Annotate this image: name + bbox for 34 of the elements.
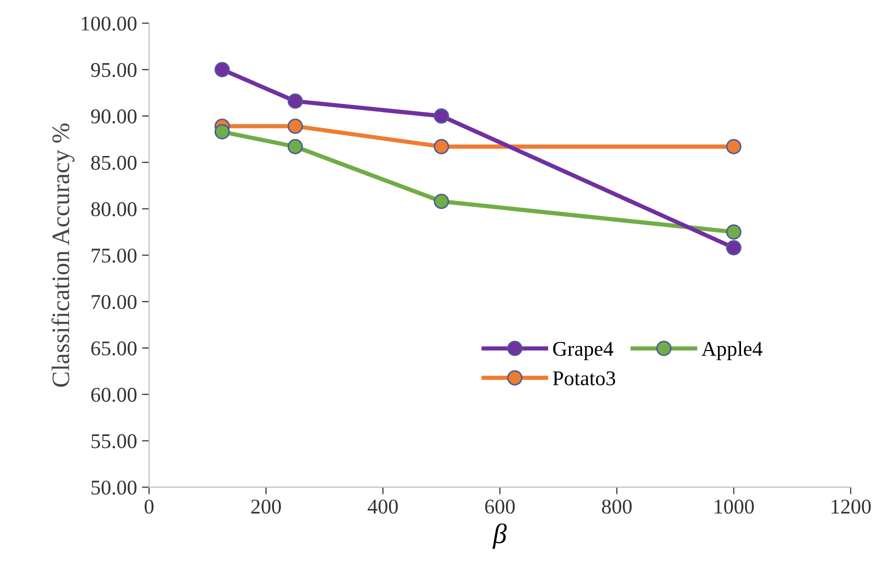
point [214, 124, 230, 140]
point [434, 108, 450, 124]
x-tick-label: 1200 [832, 500, 871, 514]
point [434, 194, 450, 210]
y-tick-label: 70.00 [92, 294, 136, 310]
legend-label: Grape4 [553, 342, 614, 360]
point [726, 240, 742, 256]
x-tick-label: 1000 [714, 500, 754, 514]
point [726, 224, 742, 240]
y-tick-label: 90.00 [91, 109, 136, 124]
point [434, 138, 450, 154]
x-tick-label: 800 [602, 500, 632, 514]
point [288, 118, 303, 134]
y-tick-label: 65.00 [91, 341, 136, 356]
x-tick-label: 600 [485, 500, 515, 514]
y-axis-title: Classification Accuracy % [51, 123, 74, 387]
point [288, 138, 303, 154]
y-tick-label: 100.00 [82, 16, 136, 31]
point [214, 62, 230, 78]
point [288, 94, 303, 109]
x-tick-label: 400 [368, 500, 398, 514]
y-tick-label: 80.00 [91, 202, 136, 216]
y-tick-label: 85.00 [91, 156, 136, 170]
y-tick-label: 50.00 [92, 480, 136, 495]
point [726, 138, 742, 154]
x-tick-label: 0 [144, 500, 154, 514]
legend-label: Potato3 [552, 371, 616, 386]
y-tick-label: 75.00 [92, 248, 136, 263]
legend-label: Apple4 [702, 341, 762, 360]
y-tick-label: 95.00 [91, 62, 136, 78]
y-tick-label: 60.00 [91, 388, 136, 402]
x-tick-label: 200 [251, 500, 281, 514]
y-tick-label: 55.00 [92, 434, 136, 448]
x-axis-title: β [492, 523, 507, 549]
